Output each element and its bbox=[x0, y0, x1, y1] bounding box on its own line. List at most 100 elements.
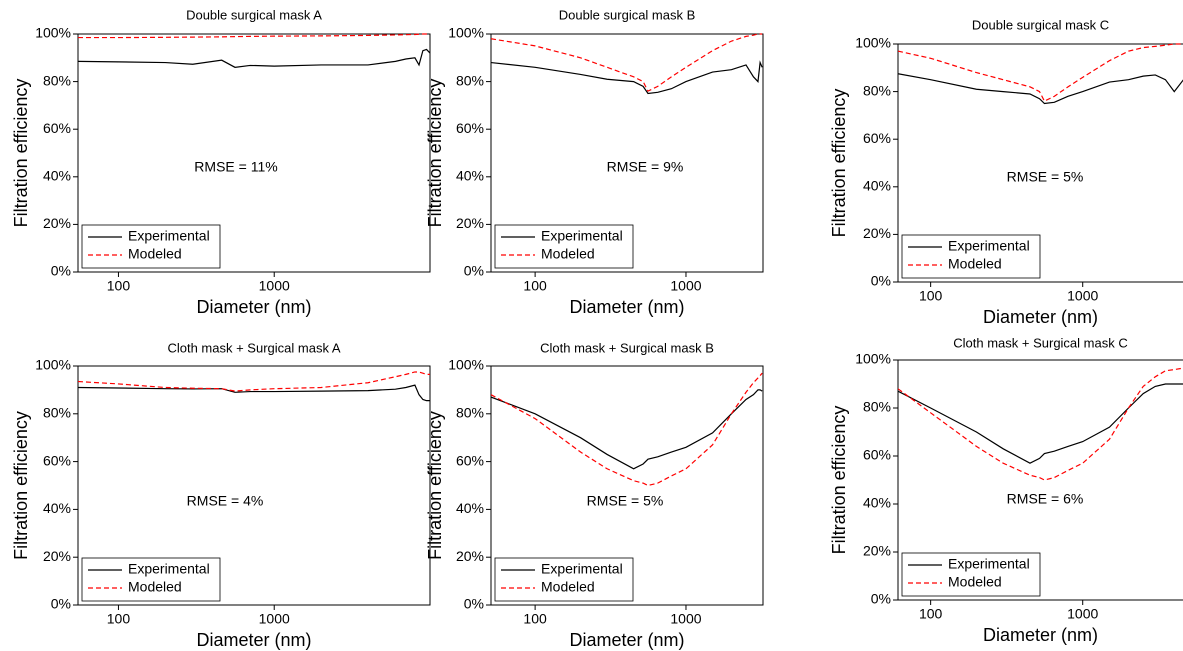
y-tick-label: 0% bbox=[464, 263, 484, 279]
legend-label: Modeled bbox=[541, 246, 595, 262]
y-axis-label: Filtration efficiency bbox=[425, 411, 445, 560]
x-tick-label: 1000 bbox=[670, 611, 701, 627]
legend-label: Modeled bbox=[948, 256, 1002, 272]
y-tick-label: 60% bbox=[456, 452, 484, 468]
x-axis-label: Diameter (nm) bbox=[196, 297, 311, 317]
annotation: RMSE = 5% bbox=[1007, 169, 1084, 185]
x-axis-label: Diameter (nm) bbox=[569, 630, 684, 650]
legend-label: Experimental bbox=[128, 228, 210, 244]
data-line bbox=[898, 43, 1183, 102]
y-tick-label: 100% bbox=[855, 351, 891, 367]
annotation: RMSE = 4% bbox=[187, 493, 264, 509]
panel: Double surgical mask C 0% 20% 40% 60% 80% 100%… bbox=[829, 17, 1183, 327]
y-tick-label: 60% bbox=[43, 120, 71, 136]
chart-title: Double surgical mask C bbox=[972, 17, 1109, 32]
data-line bbox=[898, 367, 1183, 481]
series-group bbox=[491, 33, 763, 95]
x-tick-label: 100 bbox=[523, 611, 547, 627]
legend-label: Modeled bbox=[128, 246, 182, 262]
x-tick-label: 100 bbox=[919, 606, 943, 622]
x-axis-label: Diameter (nm) bbox=[983, 625, 1098, 645]
annotation: RMSE = 11% bbox=[194, 159, 277, 175]
annotation: RMSE = 6% bbox=[1007, 491, 1084, 507]
y-tick-label: 80% bbox=[43, 405, 71, 421]
y-axis-label: Filtration efficiency bbox=[829, 406, 849, 555]
y-tick-label: 100% bbox=[35, 25, 71, 41]
data-line bbox=[491, 389, 763, 470]
y-axis-label: Filtration efficiency bbox=[829, 89, 849, 238]
panel: Cloth mask + Surgical mask A 0% 20% 40% 60% 8… bbox=[11, 340, 431, 650]
y-tick-label: 20% bbox=[863, 543, 891, 559]
y-axis-label: Filtration efficiency bbox=[11, 79, 31, 228]
chart-title: Cloth mask + Surgical mask B bbox=[540, 340, 714, 355]
y-tick-label: 20% bbox=[43, 548, 71, 564]
x-tick-label: 100 bbox=[919, 288, 943, 304]
chart-title: Cloth mask + Surgical mask C bbox=[953, 335, 1127, 350]
x-tick-label: 1000 bbox=[670, 278, 701, 294]
y-tick-label: 100% bbox=[35, 357, 71, 373]
data-line bbox=[491, 372, 763, 487]
y-tick-label: 80% bbox=[43, 72, 71, 88]
legend-box bbox=[81, 557, 221, 602]
y-tick-label: 40% bbox=[43, 168, 71, 184]
panel: Cloth mask + Surgical mask B 0% 20% 40% 60% 8… bbox=[425, 340, 764, 650]
chart-title: Double surgical mask B bbox=[559, 7, 696, 22]
y-tick-label: 0% bbox=[51, 263, 71, 279]
plot-frame bbox=[77, 33, 431, 273]
y-tick-label: 80% bbox=[456, 72, 484, 88]
series-group bbox=[491, 372, 763, 487]
y-tick-label: 80% bbox=[456, 405, 484, 421]
chart-title: Cloth mask + Surgical mask A bbox=[167, 340, 340, 355]
legend-label: Modeled bbox=[948, 574, 1002, 590]
y-tick-label: 0% bbox=[871, 273, 891, 289]
legend-box bbox=[901, 234, 1041, 279]
x-axis-label: Diameter (nm) bbox=[983, 307, 1098, 327]
y-tick-label: 60% bbox=[43, 452, 71, 468]
y-tick-label: 100% bbox=[855, 35, 891, 51]
series-group bbox=[898, 367, 1183, 481]
x-tick-label: 1000 bbox=[1067, 288, 1098, 304]
data-line bbox=[78, 48, 430, 68]
legend-box bbox=[494, 557, 634, 602]
y-tick-label: 20% bbox=[43, 215, 71, 231]
panel: Double surgical mask A 0% 20% 40% 60% 80% 100%… bbox=[11, 7, 431, 317]
y-tick-label: 80% bbox=[863, 82, 891, 98]
data-line bbox=[491, 33, 763, 92]
data-line bbox=[898, 73, 1183, 105]
y-tick-label: 100% bbox=[448, 357, 484, 373]
y-tick-label: 100% bbox=[448, 25, 484, 41]
legend-label: Experimental bbox=[948, 238, 1030, 254]
y-tick-label: 40% bbox=[456, 500, 484, 516]
chart-title: Double surgical mask A bbox=[186, 7, 322, 22]
panel: Cloth mask + Surgical mask C 0% 20% 40% 60% 8… bbox=[829, 335, 1183, 645]
y-tick-label: 40% bbox=[863, 495, 891, 511]
x-tick-label: 100 bbox=[107, 611, 131, 627]
legend-label: Modeled bbox=[541, 579, 595, 595]
legend-label: Experimental bbox=[541, 561, 623, 577]
panel: Double surgical mask B 0% 20% 40% 60% 80% 100%… bbox=[425, 7, 764, 317]
series-group bbox=[78, 33, 430, 68]
y-tick-label: 40% bbox=[863, 178, 891, 194]
plot-frame bbox=[490, 33, 764, 273]
y-tick-label: 60% bbox=[456, 120, 484, 136]
plot-frame bbox=[897, 43, 1183, 283]
y-tick-label: 0% bbox=[51, 596, 71, 612]
y-tick-label: 20% bbox=[863, 225, 891, 241]
legend-label: Experimental bbox=[948, 556, 1030, 572]
y-axis-label: Filtration efficiency bbox=[425, 79, 445, 228]
x-axis-label: Diameter (nm) bbox=[196, 630, 311, 650]
y-tick-label: 80% bbox=[863, 399, 891, 415]
series-group bbox=[898, 43, 1183, 105]
x-tick-label: 100 bbox=[107, 278, 131, 294]
legend-box bbox=[901, 552, 1041, 597]
plot-frame bbox=[77, 365, 431, 606]
y-tick-label: 60% bbox=[863, 447, 891, 463]
y-tick-label: 60% bbox=[863, 130, 891, 146]
data-line bbox=[898, 383, 1183, 464]
x-tick-label: 1000 bbox=[259, 611, 290, 627]
y-tick-label: 40% bbox=[456, 168, 484, 184]
x-tick-label: 1000 bbox=[1067, 606, 1098, 622]
series-group bbox=[78, 371, 430, 402]
data-line bbox=[78, 33, 430, 39]
